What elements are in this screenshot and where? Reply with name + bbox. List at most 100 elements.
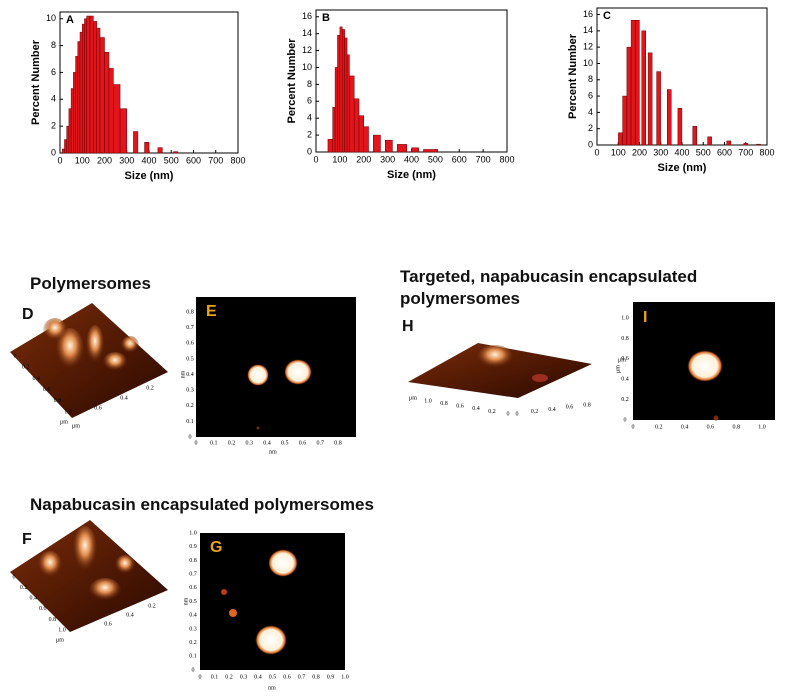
bar bbox=[726, 140, 731, 146]
x-tick-label: 100 bbox=[332, 154, 347, 164]
tick-label: 0.4 bbox=[472, 406, 480, 412]
y-tick-label: 8 bbox=[588, 74, 593, 84]
tick-label: 0.5 bbox=[186, 356, 194, 362]
bar bbox=[66, 125, 70, 154]
tick-label: 0.6 bbox=[104, 621, 112, 627]
bar bbox=[64, 139, 67, 154]
y-tick-label: 12 bbox=[583, 42, 593, 52]
tick-label: 0.6 bbox=[283, 674, 291, 680]
bar bbox=[353, 98, 360, 153]
bar bbox=[346, 54, 350, 153]
bar bbox=[618, 132, 623, 146]
tick-label: 0.2 bbox=[225, 674, 233, 680]
x-tick-label: 200 bbox=[356, 154, 371, 164]
bar bbox=[93, 21, 97, 154]
y-tick-label: 6 bbox=[588, 90, 593, 100]
axis-unit: nm bbox=[268, 685, 276, 691]
bar bbox=[113, 84, 121, 154]
bar bbox=[96, 27, 101, 154]
y-tick-label: 16 bbox=[583, 9, 593, 19]
x-tick-label: 700 bbox=[476, 154, 491, 164]
panel-label: B bbox=[322, 12, 330, 24]
bar bbox=[656, 71, 661, 146]
y-tick-label: 2 bbox=[51, 121, 56, 131]
y-tick-label: 14 bbox=[583, 25, 593, 35]
tick-label: 0.1 bbox=[186, 419, 194, 425]
x-tick-label: 500 bbox=[164, 155, 179, 165]
tick-label: 0.3 bbox=[246, 440, 254, 446]
bar bbox=[84, 18, 87, 154]
x-tick-label: 600 bbox=[186, 155, 201, 165]
y-tick-label: 10 bbox=[302, 62, 312, 72]
tick-label: 0.8 bbox=[583, 402, 591, 408]
bar bbox=[756, 143, 761, 146]
bar bbox=[75, 56, 79, 154]
tick-label: 0.2 bbox=[148, 603, 156, 609]
bar bbox=[630, 19, 636, 146]
tick-label: 0.4 bbox=[621, 377, 629, 383]
tick-label: 0.2 bbox=[146, 385, 154, 391]
tick-label: 1.0 bbox=[758, 424, 766, 430]
bar bbox=[423, 149, 439, 153]
x-tick-label: 0 bbox=[594, 147, 599, 157]
tick-label: 0.4 bbox=[681, 424, 689, 430]
y-tick-label: 0 bbox=[51, 147, 56, 157]
tick-label: 0.2 bbox=[621, 397, 629, 403]
bar bbox=[68, 108, 72, 154]
bar bbox=[622, 95, 627, 146]
y-tick-label: 2 bbox=[307, 129, 312, 139]
tick-label: 0.9 bbox=[189, 544, 197, 550]
x-tick-label: 300 bbox=[380, 154, 395, 164]
x-axis-label: Size (nm) bbox=[658, 162, 707, 174]
tick-label: 0 bbox=[507, 411, 510, 417]
bar bbox=[342, 29, 345, 153]
y-tick-label: 4 bbox=[307, 113, 312, 123]
x-tick-label: 100 bbox=[75, 155, 90, 165]
bar bbox=[635, 19, 640, 146]
section-title: Napabucasin encapsulated polymersomes bbox=[30, 495, 374, 514]
afm-2d-g bbox=[200, 533, 345, 670]
tick-label: 0.8 bbox=[312, 674, 320, 680]
x-tick-label: 600 bbox=[452, 154, 467, 164]
tick-label: 0.4 bbox=[263, 440, 271, 446]
axis-unit: μm bbox=[615, 365, 621, 373]
tick-label: 1.0 bbox=[58, 627, 66, 633]
tick-label: 0.2 bbox=[488, 409, 496, 415]
bar bbox=[363, 126, 369, 153]
tick-label: 0.1 bbox=[211, 674, 219, 680]
bar bbox=[77, 41, 81, 154]
tick-label: 0.5 bbox=[269, 674, 277, 680]
tick-label: 0.4 bbox=[254, 674, 262, 680]
x-tick-label: 100 bbox=[611, 147, 626, 157]
tick-label: 0 bbox=[516, 411, 519, 417]
tick-label: 0.8 bbox=[334, 440, 342, 446]
panel-label: E bbox=[206, 303, 217, 320]
y-tick-label: 0 bbox=[307, 146, 312, 156]
bar bbox=[358, 115, 365, 153]
section-title: Polymersomes bbox=[30, 274, 151, 293]
x-tick-label: 0 bbox=[313, 154, 318, 164]
bar bbox=[108, 68, 114, 154]
x-tick-label: 800 bbox=[230, 155, 245, 165]
axis-unit: μm bbox=[72, 423, 80, 429]
tick-label: 0.2 bbox=[20, 585, 28, 591]
axis-unit: μm bbox=[56, 637, 64, 643]
bar bbox=[99, 37, 105, 154]
tick-label: 0.2 bbox=[655, 424, 663, 430]
x-tick-label: 700 bbox=[208, 155, 223, 165]
panel-label: A bbox=[66, 14, 74, 26]
y-tick-label: 8 bbox=[307, 79, 312, 89]
tick-label: 0.2 bbox=[228, 440, 236, 446]
axis-unit: nm bbox=[269, 449, 277, 455]
tick-label: 1.0 bbox=[621, 315, 629, 321]
tick-label: 0 bbox=[189, 434, 192, 440]
x-tick-label: 300 bbox=[119, 155, 134, 165]
tick-label: 0.8 bbox=[54, 398, 62, 404]
bar bbox=[647, 52, 653, 146]
tick-label: 0.6 bbox=[707, 424, 715, 430]
tick-label: 0.6 bbox=[189, 585, 197, 591]
bar bbox=[82, 23, 85, 154]
axis-unit: μm bbox=[409, 395, 417, 401]
tick-label: 0.5 bbox=[281, 440, 289, 446]
